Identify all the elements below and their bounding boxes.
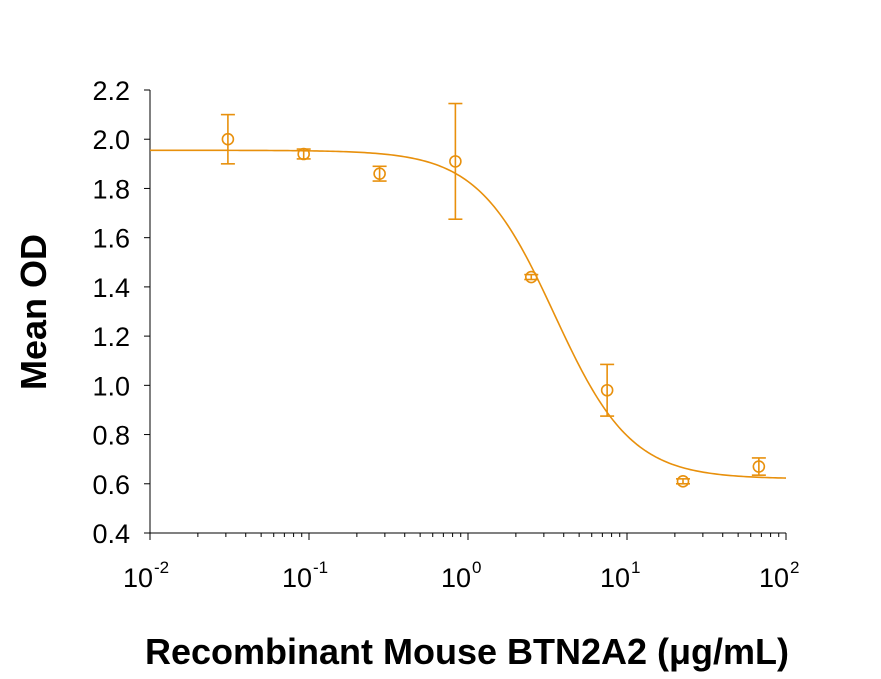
fit-curve [150, 149, 787, 479]
x-tick-label-base: 10 [441, 563, 471, 593]
x-tick-label: 10 1 [600, 558, 641, 593]
data-point [448, 102, 463, 221]
y-tick-label: 1.6 [92, 224, 130, 254]
y-tick-label: 1.0 [92, 371, 130, 401]
axes: 0.40.60.81.01.21.41.61.82.02.210 -2 10 -1 10… [92, 76, 799, 593]
data-point [524, 270, 539, 284]
data-point [675, 475, 690, 488]
y-tick-label: 0.4 [92, 519, 130, 549]
x-tick-label-base: 10 [759, 563, 789, 593]
x-tick-label-base: 10 [600, 563, 630, 593]
y-axis-title: Mean OD [13, 234, 54, 390]
y-tick-label: 1.8 [92, 174, 130, 204]
x-tick-label: 10 -1 [282, 558, 328, 593]
point-marker [449, 155, 462, 168]
x-tick-label-base: 10 [123, 563, 153, 593]
y-tick-label: 2.2 [92, 76, 130, 106]
point-marker [676, 475, 690, 488]
y-tick-label: 1.2 [92, 322, 130, 352]
x-tick-label-exponent: 0 [472, 558, 481, 577]
fit-curve-layer [150, 149, 787, 479]
point-marker [373, 167, 386, 180]
x-tick-label-exponent: -1 [313, 558, 328, 577]
y-tick-label: 0.8 [92, 421, 130, 451]
x-tick-label: 10 2 [759, 558, 800, 593]
point-marker [221, 132, 235, 146]
point-marker [524, 270, 538, 284]
x-tick-label-exponent: -2 [154, 558, 169, 577]
y-tick-label: 2.0 [92, 125, 130, 155]
point-marker [297, 147, 310, 161]
x-tick-label-exponent: 2 [790, 558, 799, 577]
x-axis-title: Recombinant Mouse BTN2A2 (μg/mL) [145, 631, 789, 672]
y-tick-label: 1.4 [92, 273, 130, 303]
x-tick-label-base: 10 [282, 563, 312, 593]
x-tick-label: 10 -2 [123, 558, 169, 593]
data-points-layer [220, 102, 766, 488]
x-tick-label-exponent: 1 [631, 558, 640, 577]
x-tick-label: 10 0 [441, 558, 482, 593]
data-point [296, 147, 311, 161]
y-tick-label: 0.6 [92, 470, 130, 500]
point-marker [752, 460, 766, 473]
data-point [751, 457, 766, 476]
data-point [372, 165, 387, 182]
data-point [600, 363, 615, 417]
data-point [220, 113, 235, 165]
point-marker [600, 383, 614, 397]
